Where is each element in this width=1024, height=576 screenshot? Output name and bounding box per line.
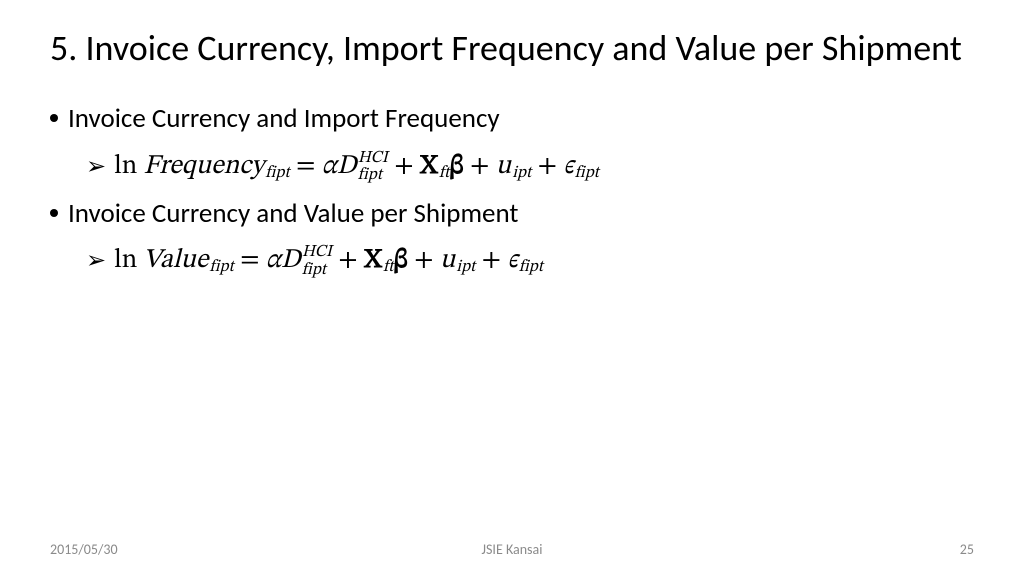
alpha: α — [322, 153, 337, 180]
ln: ln — [114, 153, 137, 180]
bullet-text: Invoice Currency and Import Frequency — [68, 97, 500, 140]
bullet-text: Invoice Currency and Value per Shipment — [68, 192, 518, 235]
plus: + — [408, 247, 440, 274]
eps: ϵ — [563, 153, 573, 180]
D-subsup: HCIfipt — [358, 150, 388, 184]
plus: + — [388, 153, 420, 180]
arrow-icon: ➢ — [86, 239, 106, 282]
D: D — [281, 247, 301, 274]
equation-value: ln Valuefipt = αDHCIfipt + Xftβ + uipt +… — [114, 239, 543, 282]
var: Value — [143, 247, 208, 274]
ln: ln — [114, 247, 137, 274]
var-sub: fipt — [209, 258, 233, 275]
plus: + — [531, 153, 563, 180]
X: X — [420, 153, 438, 180]
D-sub: fipt — [358, 167, 388, 184]
u-sub: ipt — [512, 164, 531, 181]
plus: + — [332, 247, 364, 274]
X-sub: ft — [439, 164, 449, 181]
eps: ϵ — [507, 247, 517, 274]
plus: + — [475, 247, 507, 274]
D-sub: fipt — [302, 262, 332, 279]
var: Frequency — [144, 153, 265, 180]
u: u — [440, 247, 455, 274]
bullet-level2: ➢ ln Valuefipt = αDHCIfipt + Xftβ + uipt… — [50, 239, 974, 282]
footer-center: JSIE Kansai — [0, 541, 1024, 558]
X: X — [364, 247, 382, 274]
slide-title: 5. Invoice Currency, Import Frequency an… — [50, 28, 974, 69]
eps-sub: fipt — [519, 258, 543, 275]
D-sup: HCI — [302, 244, 332, 261]
bullet-level1: Invoice Currency and Value per Shipment — [50, 192, 974, 235]
bullet-dot-icon — [50, 114, 58, 122]
eq-sign: = — [234, 247, 266, 274]
u: u — [496, 153, 511, 180]
equation-frequency: ln Frequencyfipt = αDHCIfipt + Xftβ + ui… — [114, 145, 599, 188]
D-sup: HCI — [358, 150, 388, 167]
eps-sub: fipt — [575, 164, 599, 181]
bullet-level1: Invoice Currency and Import Frequency — [50, 97, 974, 140]
bullet-level2: ➢ ln Frequencyfipt = αDHCIfipt + Xftβ + … — [50, 145, 974, 188]
D: D — [337, 153, 357, 180]
slide-body: Invoice Currency and Import Frequency ➢ … — [50, 97, 974, 282]
D-subsup: HCIfipt — [302, 244, 332, 278]
alpha: α — [266, 247, 281, 274]
X-sub: ft — [383, 258, 393, 275]
eq-sign: = — [290, 153, 322, 180]
slide-footer: 2015/05/30 JSIE Kansai 25 — [0, 541, 1024, 558]
var-sub: fipt — [265, 164, 289, 181]
beta: β — [393, 247, 407, 274]
slide: 5. Invoice Currency, Import Frequency an… — [0, 0, 1024, 576]
bullet-dot-icon — [50, 209, 58, 217]
u-sub: ipt — [456, 258, 475, 275]
arrow-icon: ➢ — [86, 145, 106, 188]
beta: β — [449, 153, 463, 180]
plus: + — [464, 153, 496, 180]
